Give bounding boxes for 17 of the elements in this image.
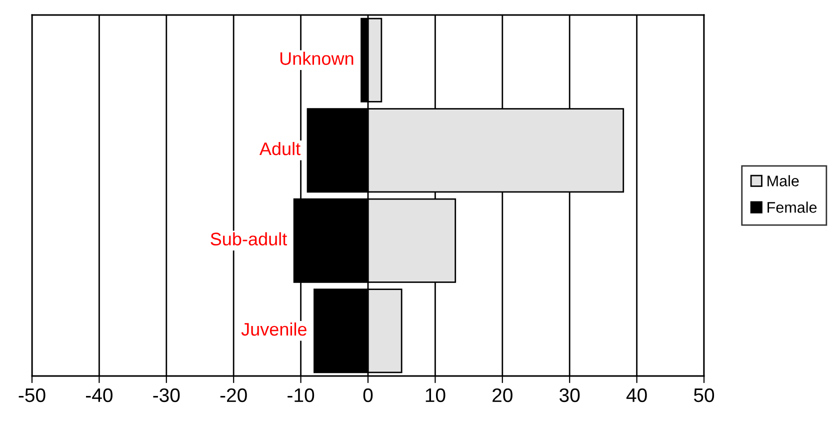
y-tick-label: Unknown [280, 52, 354, 65]
x-tick-label: -50 [18, 388, 46, 402]
legend-label: Female [768, 202, 817, 213]
y-tick-label: Adult [259, 142, 300, 156]
x-tick-label: 20 [492, 388, 512, 402]
y-tick-label: Juvenile [241, 322, 306, 336]
x-tick-label: -20 [220, 388, 247, 402]
x-tick-label: -30 [153, 388, 180, 402]
x-tick-label: -10 [288, 388, 314, 402]
x-tick-label: -40 [86, 388, 112, 402]
y-tick-label: Sub-adult [210, 232, 288, 246]
x-tick-label: 40 [626, 388, 647, 402]
x-tick-label: 30 [560, 388, 580, 402]
x-tick-label: 50 [694, 388, 714, 402]
x-tick-label: 0 [363, 388, 373, 402]
x-tick-label: 10 [426, 388, 446, 402]
legend-label: Male [768, 175, 799, 186]
